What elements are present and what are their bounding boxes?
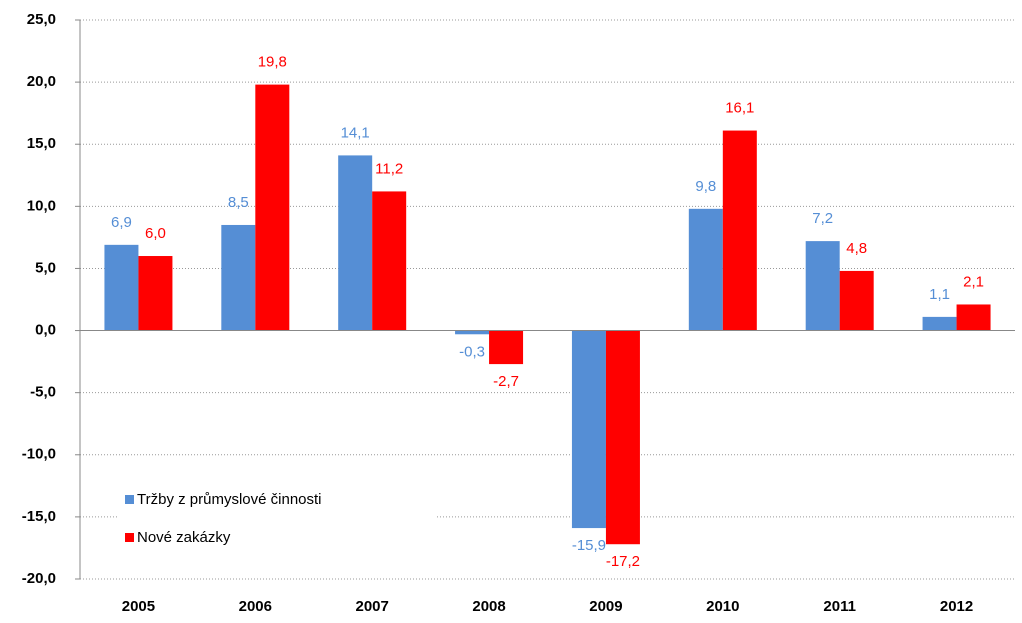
bar xyxy=(372,191,407,331)
x-tick-label: 2008 xyxy=(472,598,505,615)
bar xyxy=(255,84,290,331)
data-label: 2,1 xyxy=(963,273,984,290)
data-label: -17,2 xyxy=(606,553,640,570)
bar xyxy=(455,330,490,335)
bar xyxy=(221,224,256,331)
x-tick-label: 2011 xyxy=(823,598,856,615)
data-label: 4,8 xyxy=(846,240,867,257)
y-tick-label: -20,0 xyxy=(22,570,56,587)
data-label: 19,8 xyxy=(258,54,287,71)
y-tick-label: 0,0 xyxy=(35,322,56,339)
data-label: -0,3 xyxy=(459,343,485,360)
y-tick-label: 20,0 xyxy=(27,73,56,90)
bar xyxy=(956,304,991,331)
legend-swatch xyxy=(125,533,134,542)
data-label: -2,7 xyxy=(493,373,519,390)
bar xyxy=(338,155,373,331)
bar xyxy=(489,330,524,365)
x-tick-label: 2005 xyxy=(122,598,155,615)
data-label: 7,2 xyxy=(812,210,833,227)
data-label: 16,1 xyxy=(725,100,754,117)
y-tick-label: 15,0 xyxy=(27,135,56,152)
y-tick-label: -10,0 xyxy=(22,446,56,463)
bar xyxy=(922,316,957,331)
data-label: 1,1 xyxy=(929,286,950,303)
data-label: 6,9 xyxy=(111,214,132,231)
data-label: 11,2 xyxy=(375,160,403,177)
y-tick-label: 25,0 xyxy=(27,11,56,28)
data-label: 6,0 xyxy=(145,225,166,242)
y-tick-label: 10,0 xyxy=(27,197,56,214)
x-tick-label: 2010 xyxy=(706,598,739,615)
bar xyxy=(571,330,606,529)
x-tick-label: 2007 xyxy=(356,598,389,615)
legend-label: Tržby z průmyslové činnosti xyxy=(137,491,322,508)
bar xyxy=(839,270,874,331)
y-tick-label: -5,0 xyxy=(30,384,56,401)
bar xyxy=(138,256,173,331)
data-label: -15,9 xyxy=(572,537,606,554)
x-tick-label: 2006 xyxy=(239,598,272,615)
x-tick-label: 2009 xyxy=(589,598,622,615)
y-tick-label: -15,0 xyxy=(22,508,56,525)
bar xyxy=(805,241,840,331)
data-label: 8,5 xyxy=(228,194,249,211)
legend-label: Nové zakázky xyxy=(137,529,231,546)
data-label: 9,8 xyxy=(695,178,716,195)
bar xyxy=(605,330,640,545)
y-tick-label: 5,0 xyxy=(35,259,56,276)
data-label: 14,1 xyxy=(341,124,370,141)
x-tick-label: 2012 xyxy=(940,598,973,615)
legend-box xyxy=(117,480,437,550)
legend-swatch xyxy=(125,495,134,504)
bar xyxy=(688,208,723,331)
bar xyxy=(104,244,139,331)
bar xyxy=(722,130,757,331)
